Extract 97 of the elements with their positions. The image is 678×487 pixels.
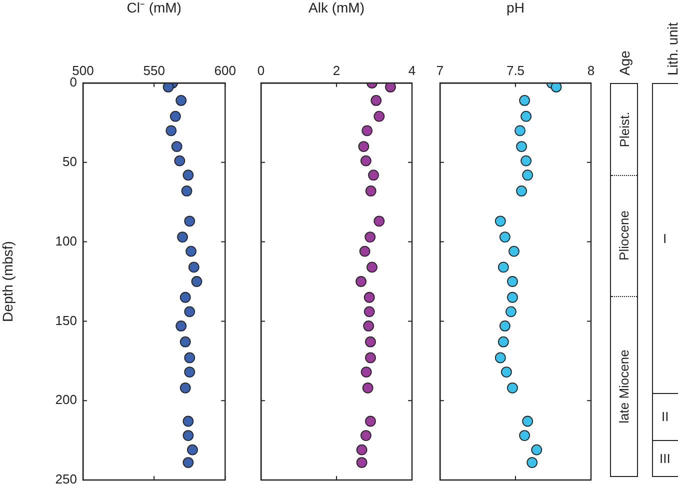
- x-tick-label: 4: [408, 62, 416, 78]
- point: [363, 320, 374, 332]
- point: [499, 320, 510, 332]
- point: [360, 430, 372, 441]
- point: [184, 352, 196, 364]
- point: [180, 336, 191, 348]
- x-tick-label: 2: [332, 62, 340, 78]
- point: [522, 170, 534, 181]
- y-tick-label: 200: [55, 392, 77, 408]
- x-tick-label: 600: [214, 62, 236, 78]
- point: [516, 141, 527, 152]
- point: [498, 336, 509, 348]
- point: [550, 83, 562, 92]
- y-tick-label: 100: [55, 233, 77, 248]
- point: [508, 246, 520, 257]
- point: [364, 232, 376, 242]
- point: [507, 382, 518, 394]
- point: [182, 457, 194, 468]
- point: [362, 125, 373, 136]
- point: [180, 382, 191, 394]
- point: [368, 170, 379, 181]
- point: [358, 141, 370, 152]
- point: [162, 83, 174, 92]
- point: [362, 382, 374, 394]
- point: [364, 292, 375, 303]
- x-tick-label: 7.5: [506, 62, 525, 78]
- point: [531, 444, 542, 456]
- point: [184, 306, 196, 318]
- point: [500, 366, 512, 378]
- point: [182, 416, 194, 427]
- text: III: [660, 451, 670, 466]
- point: [374, 110, 385, 122]
- point: [182, 430, 194, 441]
- point: [184, 366, 196, 378]
- point: [370, 95, 382, 106]
- point: [514, 125, 526, 136]
- point: [176, 320, 187, 332]
- point: [520, 155, 532, 166]
- text: Lith. unit: [664, 22, 678, 75]
- point: [166, 125, 177, 136]
- point: [177, 232, 188, 242]
- text: Age: [616, 50, 632, 75]
- point: [365, 186, 376, 196]
- point: [356, 457, 368, 468]
- point: [181, 186, 192, 196]
- y-tick-label: 250: [55, 472, 77, 487]
- point: [176, 95, 187, 106]
- text: Pliocene: [616, 210, 632, 260]
- point: [516, 186, 527, 196]
- point: [498, 262, 509, 273]
- point: [360, 155, 372, 166]
- point: [522, 416, 534, 427]
- point: [374, 216, 385, 227]
- text: I: [663, 230, 667, 246]
- x-tick-label: 7: [436, 62, 444, 78]
- point: [519, 430, 530, 441]
- point: [365, 336, 376, 348]
- point: [170, 110, 181, 122]
- x-axis-title: Alk (mM): [308, 0, 364, 16]
- point: [494, 352, 506, 364]
- point: [366, 262, 378, 273]
- point: [171, 141, 182, 152]
- x-tick-label: 8: [587, 62, 595, 78]
- x-axis-title: Cl⁻ (mM): [126, 0, 182, 16]
- point: [385, 83, 396, 92]
- point: [526, 457, 538, 468]
- point: [186, 246, 196, 257]
- point: [499, 232, 510, 242]
- point: [519, 95, 530, 106]
- point: [356, 276, 366, 287]
- point: [356, 444, 368, 456]
- point: [359, 246, 370, 257]
- point: [191, 276, 202, 287]
- y-tick-label: 150: [55, 312, 77, 328]
- point: [182, 170, 194, 181]
- text: II: [662, 409, 669, 424]
- x-tick-label: 550: [143, 62, 165, 78]
- x-tick-label: 0: [257, 62, 265, 78]
- point: [507, 292, 518, 303]
- point: [507, 276, 518, 287]
- point: [187, 444, 198, 456]
- point: [506, 306, 516, 318]
- point: [520, 110, 532, 122]
- point: [365, 416, 376, 427]
- point: [184, 216, 196, 227]
- point: [180, 292, 191, 303]
- text: late Miocene: [616, 350, 632, 424]
- point: [494, 216, 506, 227]
- point: [188, 262, 200, 273]
- text: Pleist.: [616, 111, 632, 147]
- point: [365, 352, 376, 364]
- point: [174, 155, 186, 166]
- point: [364, 306, 375, 318]
- x-axis-title: pH: [506, 0, 524, 16]
- y-tick-label: 50: [62, 154, 77, 169]
- y-axis-title: Depth (mbsf): [0, 241, 16, 322]
- point: [360, 366, 372, 378]
